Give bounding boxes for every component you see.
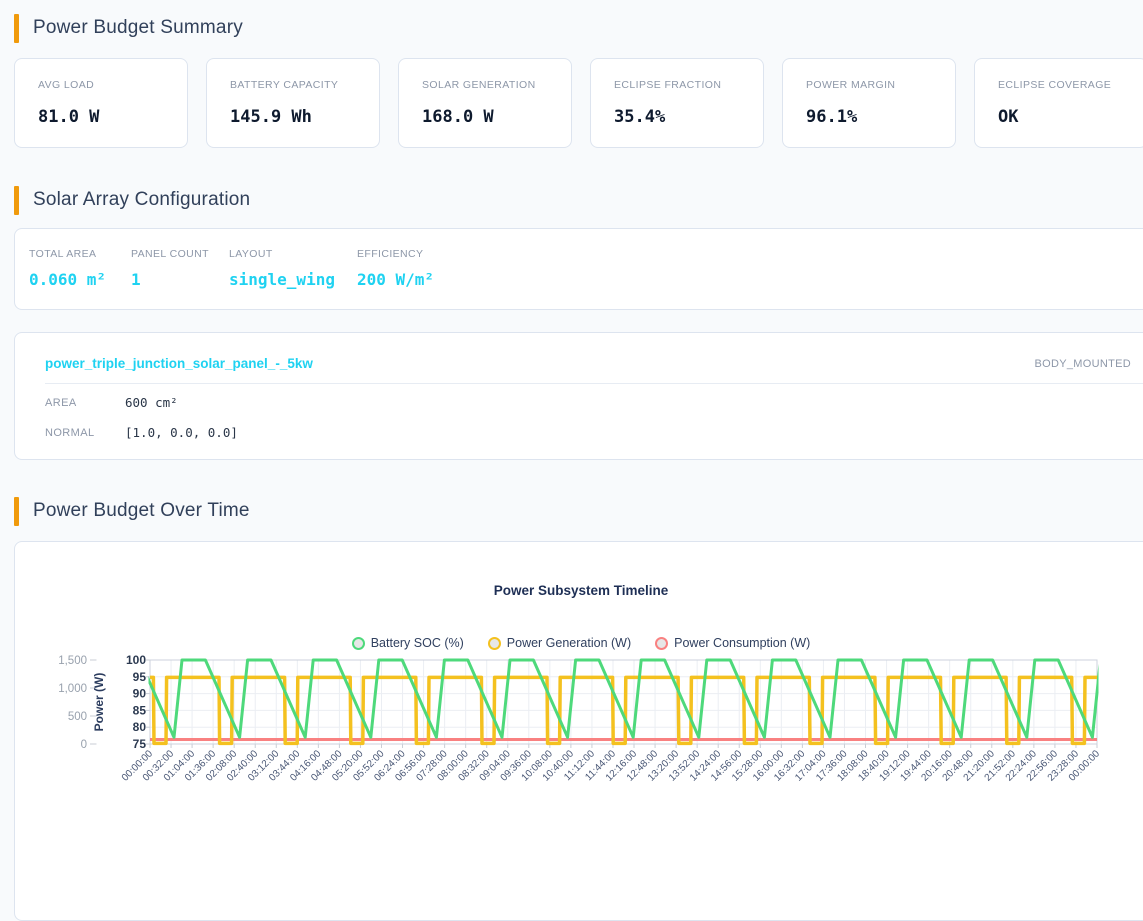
metric-card-power-margin: POWER MARGIN 96.1% xyxy=(782,58,956,148)
series-battery-soc- xyxy=(148,658,1099,739)
metric-value: 168.0 W xyxy=(422,107,494,127)
solar-panel-card: power_triple_junction_solar_panel_-_5kw … xyxy=(14,332,1143,460)
metric-card-eclipse-fraction: ECLIPSE FRACTION 35.4% xyxy=(590,58,764,148)
metric-value: OK xyxy=(998,107,1019,127)
summary-section-title: Power Budget Summary xyxy=(33,17,243,38)
metric-card-avg-load: AVG LOAD 81.0 W xyxy=(14,58,188,148)
section-accent-bar xyxy=(14,13,19,43)
power-dashboard: Power Budget Summary AVG LOAD 81.0 W BATTE… xyxy=(14,13,1143,921)
panel-mount-type: BODY_MOUNTED xyxy=(1034,358,1131,370)
metric-card-solar-generation: SOLAR GENERATION 168.0 W xyxy=(398,58,572,148)
solar-config-card: TOTAL AREA 0.060 m² PANEL COUNT 1 LAYOUT sing… xyxy=(14,228,1143,310)
metric-value: 81.0 W xyxy=(38,107,100,127)
legend-item-power-consumption-w-[interactable]: Power Consumption (W) xyxy=(655,636,810,650)
metric-label: AVG LOAD xyxy=(38,79,95,91)
legend-label: Power Consumption (W) xyxy=(674,636,811,650)
metric-card-eclipse-coverage: ECLIPSE COVERAGE OK xyxy=(974,58,1143,148)
legend-item-power-generation-w-[interactable]: Power Generation (W) xyxy=(487,636,632,650)
metric-value: 96.1% xyxy=(806,107,858,127)
stat-value: 1 xyxy=(131,270,141,289)
stat-value: 0.060 m² xyxy=(29,270,107,289)
soc-tick-label: 80 xyxy=(133,720,147,734)
soc-tick-label: 85 xyxy=(133,703,147,717)
panel-row-value: 600 cm² xyxy=(125,395,178,410)
metric-card-battery-capacity: BATTERY CAPACITY 145.9 Wh xyxy=(206,58,380,148)
solar-section-header: Solar Array Configuration xyxy=(14,185,250,215)
metric-label: BATTERY CAPACITY xyxy=(230,79,339,91)
summary-section-header: Power Budget Summary xyxy=(14,13,243,43)
power-tick-label: 1,500 xyxy=(58,655,87,667)
divider xyxy=(45,383,1143,384)
stat-label: TOTAL AREA xyxy=(29,248,97,260)
section-accent-bar xyxy=(14,496,19,526)
legend-item-battery-soc-[interactable]: Battery SOC (%) xyxy=(351,636,464,650)
metric-label: SOLAR GENERATION xyxy=(422,79,536,91)
metric-value: 145.9 Wh xyxy=(230,107,312,127)
legend-label: Power Generation (W) xyxy=(506,636,632,650)
soc-tick-label: 95 xyxy=(133,670,147,684)
chart-plot-area[interactable]: 00:00:0000:32:0001:04:0001:36:0002:08:00… xyxy=(14,541,1143,886)
soc-tick-label: 75 xyxy=(133,737,147,751)
timeline-section-header: Power Budget Over Time xyxy=(14,496,250,526)
timeline-section-title: Power Budget Over Time xyxy=(33,500,250,521)
legend-point-icon xyxy=(351,636,365,650)
solar-section-title: Solar Array Configuration xyxy=(33,189,251,210)
power-tick-label: 0 xyxy=(81,739,87,751)
panel-row-value: [1.0, 0.0, 0.0] xyxy=(125,425,238,440)
chart-title: Power Subsystem Timeline xyxy=(493,583,669,598)
stat-value: single_wing xyxy=(229,270,335,289)
stat-label: EFFICIENCY xyxy=(357,248,424,260)
metric-label: ECLIPSE FRACTION xyxy=(614,79,722,91)
power-axis-title: Power (W) xyxy=(92,673,106,732)
metric-label: ECLIPSE COVERAGE xyxy=(998,79,1112,91)
stat-label: PANEL COUNT xyxy=(131,248,209,260)
chart-legend: Battery SOC (%) Power Generation (W) Power… xyxy=(14,636,1143,650)
panel-name-link[interactable]: power_triple_junction_solar_panel_-_5kw xyxy=(45,356,313,371)
legend-point-icon xyxy=(655,636,669,650)
panel-row-label: NORMAL xyxy=(45,427,95,439)
power-tick-label: 1,000 xyxy=(58,683,87,695)
power-tick-label: 500 xyxy=(68,711,87,723)
soc-tick-label: 100 xyxy=(126,653,146,667)
soc-tick-label: 90 xyxy=(133,687,147,701)
metric-label: POWER MARGIN xyxy=(806,79,896,91)
metric-value: 35.4% xyxy=(614,107,666,127)
stat-label: LAYOUT xyxy=(229,248,273,260)
panel-row-label: AREA xyxy=(45,397,77,409)
section-accent-bar xyxy=(14,185,19,215)
legend-point-icon xyxy=(487,636,501,650)
legend-label: Battery SOC (%) xyxy=(370,636,464,650)
stat-value: 200 W/m² xyxy=(357,270,435,289)
